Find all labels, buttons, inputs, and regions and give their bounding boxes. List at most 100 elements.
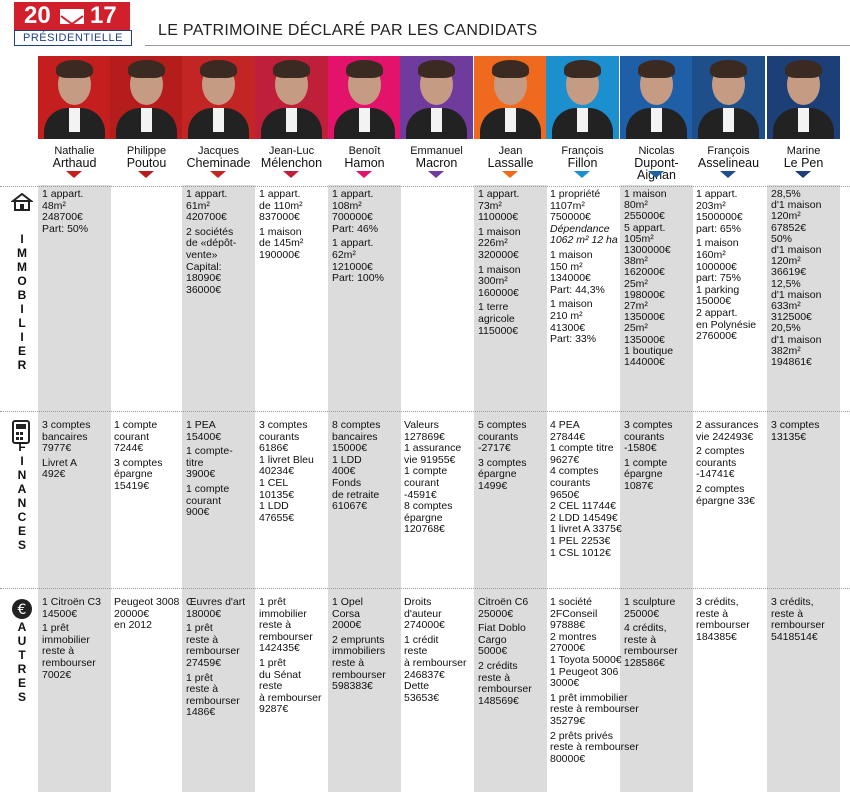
candidate-portrait [400, 56, 473, 139]
candidate-first-name: Benoît [348, 145, 381, 157]
asset-line: 47655€ [259, 511, 295, 524]
candidate-first-name: Jacques [198, 145, 239, 157]
asset-line: reste [404, 645, 428, 658]
candidate-portrait [767, 56, 840, 139]
asset-line: 105m² [624, 232, 654, 245]
candidate-name: Marine Le Pen [767, 145, 840, 169]
asset-line: Œuvres d'art [186, 596, 246, 608]
asset-cell-immobilier: 1 appart. de 110m² 837000€ 1 maison de 145m²… [259, 188, 329, 262]
asset-line: courant [404, 476, 440, 489]
portrait-hair [273, 60, 310, 78]
asset-line: 198000€ [624, 288, 665, 301]
color-marker [356, 171, 372, 178]
asset-line: 1 prêt immobilier [550, 691, 628, 704]
candidate-portrait [255, 56, 328, 139]
asset-line: 162000€ [624, 266, 665, 279]
asset-line: 28,5% [771, 188, 801, 200]
asset-line: 274000€ [404, 619, 445, 632]
asset-cell-immobilier: 1 propriété 1107m² 750000€ Dépendance 1062 m… [550, 188, 620, 346]
asset-line: 160000€ [478, 286, 519, 299]
asset-line: 3 comptes [42, 419, 91, 431]
asset-line: épargne [404, 511, 443, 524]
asset-line: 18000€ [186, 607, 222, 620]
asset-line: rembourser [186, 694, 240, 707]
color-marker [502, 171, 518, 178]
candidate-portrait [474, 56, 547, 139]
asset-cell-autres: 1 sculpture 25000€ 4 crédits, reste à rembou… [624, 596, 694, 670]
asset-cell-autres: 3 crédits, reste à rembourser 5418514€ [771, 596, 841, 643]
asset-line: épargne [478, 468, 517, 481]
candidate-name: Benoît Hamon [328, 145, 401, 169]
asset-line: 900€ [186, 506, 210, 519]
portrait-shirt [431, 108, 442, 132]
asset-line: 1 compte [404, 465, 448, 478]
logo-year-left: 20 [24, 2, 51, 29]
asset-line: courants [550, 476, 591, 489]
asset-line: -4591€ [404, 488, 437, 501]
category-letter: E [17, 344, 26, 358]
asset-line: de 145m² [259, 237, 304, 250]
asset-line: 1 maison [478, 225, 521, 238]
asset-line: 750000€ [550, 211, 591, 224]
asset-line: 1486€ [186, 706, 216, 719]
category-letter: I [20, 330, 24, 344]
asset-line: 300m² [478, 275, 508, 288]
asset-line: 6186€ [259, 442, 289, 455]
portrait-shirt [213, 108, 224, 132]
asset-line: 2 comptes [696, 482, 745, 495]
asset-line: 1300000€ [624, 244, 671, 257]
asset-line: 134000€ [550, 272, 591, 285]
asset-line: 67852€ [771, 221, 807, 234]
asset-line: vie 242493€ [696, 430, 754, 443]
asset-line: 50% [771, 232, 793, 245]
asset-line: 2 CEL 11744€ [550, 500, 616, 513]
color-marker [428, 171, 444, 178]
asset-line: 700000€ [332, 211, 373, 224]
logo: 20 17 [14, 2, 130, 30]
asset-line: en 2012 [114, 619, 152, 632]
asset-line: vie 91955€ [404, 453, 456, 466]
asset-line: 1087€ [624, 479, 654, 492]
candidate-first-name: Nicolas [638, 145, 675, 157]
asset-line: 1 appart. [259, 188, 301, 200]
asset-line: 150 m² [550, 260, 583, 273]
asset-line: rembourser [259, 630, 313, 643]
column-background [620, 185, 693, 792]
asset-line: épargne 33€ [696, 494, 755, 507]
asset-line: rembourser [771, 619, 825, 632]
asset-line: 1 maison [624, 188, 667, 200]
asset-cell-autres: 1 prêt immobilier reste à rembourser 142435€… [259, 596, 329, 716]
asset-line: Part: 44,3% [550, 283, 605, 296]
asset-line: rembourser [186, 645, 240, 658]
color-marker [283, 171, 299, 178]
asset-line: Fiat Doblo [478, 622, 526, 635]
asset-line: 255000€ [624, 210, 665, 223]
candidate-last-name: Macron [415, 156, 458, 170]
asset-cell-immobilier: 1 appart. 48m² 248700€ Part: 50% [42, 188, 112, 235]
svg-text:€: € [18, 602, 27, 618]
color-marker [648, 171, 664, 178]
asset-line: courants [478, 430, 519, 443]
candidate-portrait [620, 56, 693, 139]
asset-line: 1 compte- [186, 445, 233, 458]
category-letter: O [17, 274, 27, 288]
asset-line: 1 terre [478, 301, 509, 314]
asset-line: 27459€ [186, 656, 222, 669]
column-background [38, 185, 111, 792]
asset-line: 1 appart. [478, 188, 520, 200]
calculator-icon [11, 420, 31, 449]
asset-line: courant [114, 430, 150, 443]
category-letter: A [17, 482, 27, 496]
asset-line: 203m² [696, 199, 726, 212]
portrait-hair [346, 60, 383, 78]
category-letter: I [20, 232, 24, 246]
asset-line: 3000€ [550, 677, 580, 690]
asset-line: reste à [42, 645, 75, 658]
category-letter: U [17, 634, 27, 648]
asset-line: 135000€ [624, 311, 665, 324]
asset-line: 1 Citroën C3 [42, 596, 101, 608]
candidate-name: François Asselineau [692, 145, 765, 169]
asset-cell-immobilier: 1 appart. 203m² 1500000€ part: 65% 1 maison 1… [696, 188, 766, 343]
candidate-first-name: Nathalie [54, 145, 95, 157]
